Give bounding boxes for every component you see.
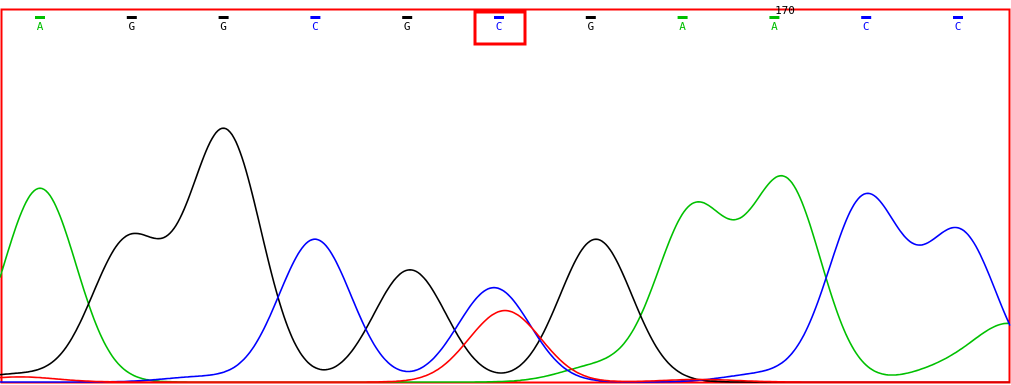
quality-bar [585,16,596,19]
quality-bar [861,16,872,19]
trace-layer [0,127,1011,383]
base-call-letter[interactable]: C [955,20,962,33]
quality-bar [218,16,229,19]
quality-bar [310,16,321,19]
position-marker-label: 170 [775,4,795,17]
quality-bar [126,16,137,19]
base-call-letter[interactable]: G [220,20,227,33]
quality-bar [402,16,413,19]
trace-T [0,309,1010,383]
base-call-letter[interactable]: A [37,20,44,33]
trace-C [0,192,1011,383]
quality-bar [494,16,504,19]
base-call-letter[interactable]: C [496,20,503,33]
base-call-letter[interactable]: C [312,20,319,33]
base-call-letter[interactable]: G [587,20,594,33]
base-call-letter[interactable]: G [404,20,411,33]
base-call-letter[interactable]: A [679,20,686,33]
selected-base-highlight[interactable] [473,10,527,46]
quality-bar [677,16,688,19]
base-call-letter[interactable]: G [128,20,135,33]
base-call-letter[interactable]: A [771,20,778,33]
trace-G [0,127,1010,383]
quality-bar [769,16,780,19]
base-call-letter[interactable]: C [863,20,870,33]
quality-bar [953,16,963,19]
chart-frame [0,8,1011,384]
trace-A [0,174,1011,383]
quality-bar [35,16,45,19]
